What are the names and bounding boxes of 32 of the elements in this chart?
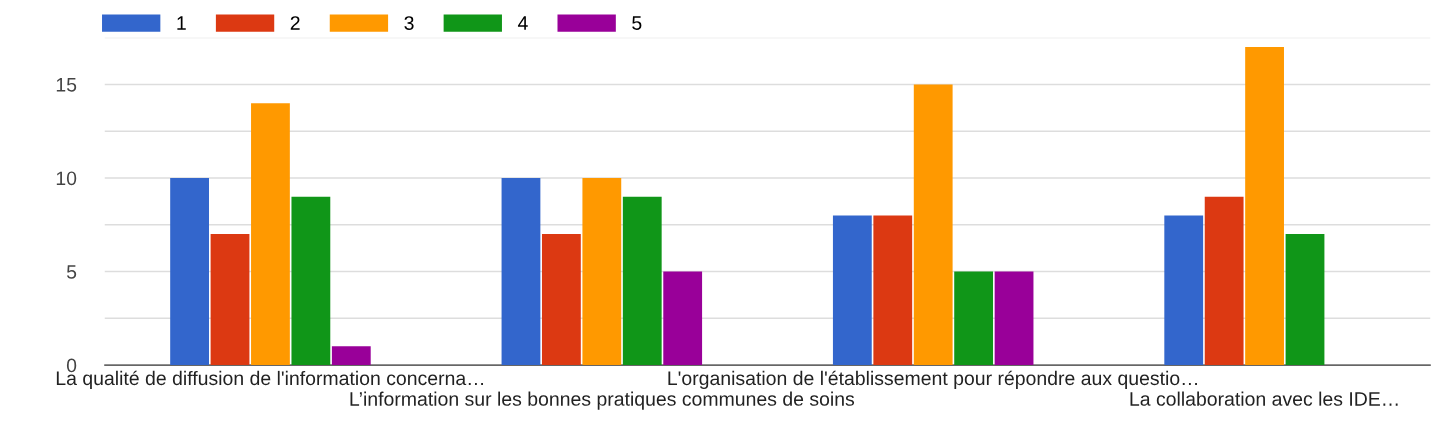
bar — [291, 196, 331, 366]
legend-label: 1 — [177, 16, 186, 30]
bar — [582, 177, 622, 366]
bar — [1245, 47, 1284, 366]
x-tick-label: L’information sur les bonnes pratiques communes de soins — [350, 391, 855, 410]
bar — [251, 103, 290, 366]
bar — [1164, 215, 1204, 366]
bar — [622, 196, 662, 366]
y-tick-label: 10 — [56, 171, 77, 186]
bar — [1204, 196, 1244, 366]
legend-label: 3 — [404, 16, 414, 30]
y-tick-label: 15 — [56, 78, 77, 92]
bar — [954, 271, 994, 366]
y-tick-label: 5 — [66, 265, 77, 279]
bar — [1285, 234, 1325, 366]
y-tick-label: 0 — [66, 358, 77, 373]
bar — [994, 271, 1034, 366]
x-tick-label: La qualité de diffusion de l'information concerna… — [56, 370, 483, 389]
bar — [541, 234, 581, 366]
x-tick-label: La collaboration avec les IDE… — [1130, 391, 1398, 406]
bar — [663, 271, 703, 366]
bar — [501, 177, 541, 366]
legend-label: 5 — [632, 16, 642, 30]
bar — [170, 177, 209, 366]
bar — [331, 346, 371, 366]
bar — [913, 84, 953, 366]
x-tick-label: L'organisation de l'établissement pour répondre aux questio… — [668, 370, 1197, 389]
bar — [832, 215, 872, 366]
legend-label: 2 — [290, 16, 300, 30]
bar — [873, 215, 913, 366]
bar — [210, 234, 250, 366]
legend-label: 4 — [517, 16, 528, 30]
